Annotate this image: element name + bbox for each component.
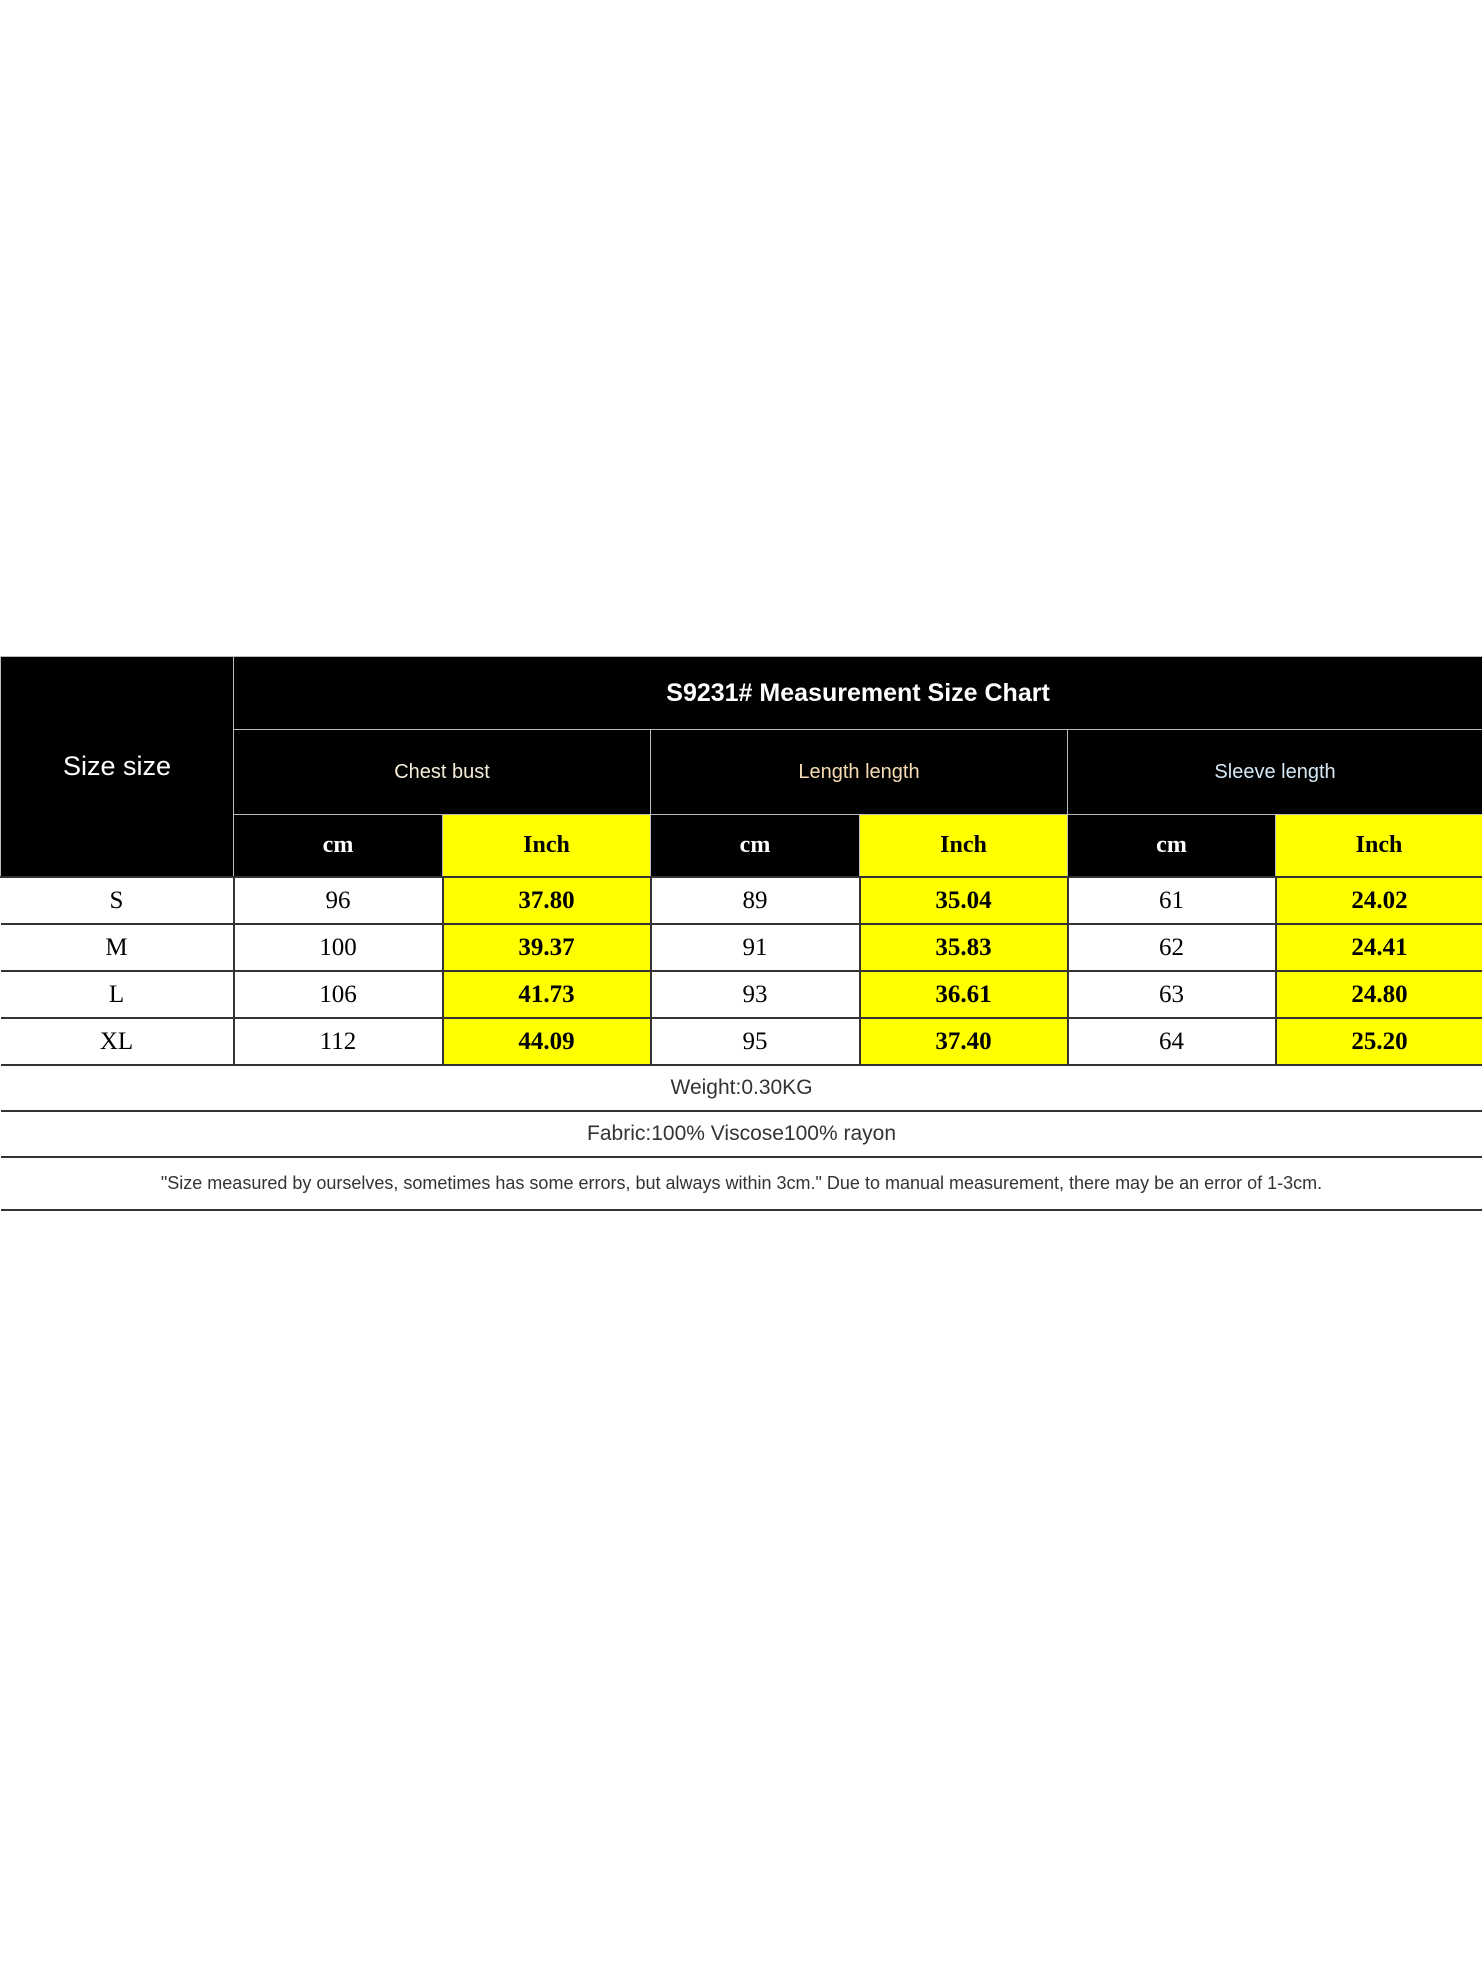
cm-value-cell: 106 — [232, 970, 444, 1019]
table-row: XL 112 44.09 95 37.40 64 25.20 — [0, 1017, 1482, 1066]
cm-value-cell: 96 — [232, 876, 444, 925]
size-cell: M — [0, 923, 235, 972]
inch-value-cell: 41.73 — [441, 970, 652, 1019]
group-chest-bust: Chest bust — [233, 729, 651, 815]
size-cell: L — [0, 970, 235, 1019]
unit-inch: Inch — [442, 814, 651, 878]
unit-cm: cm — [650, 814, 860, 878]
cm-value-cell: 89 — [649, 876, 861, 925]
inch-value-cell: 24.80 — [1274, 970, 1482, 1019]
inch-value-cell: 24.41 — [1274, 923, 1482, 972]
cm-value-cell: 95 — [649, 1017, 861, 1066]
group-length: Length length — [650, 729, 1068, 815]
chart-title: S9231# Measurement Size Chart — [232, 656, 1482, 730]
unit-inch: Inch — [859, 814, 1068, 878]
cm-value-cell: 112 — [232, 1017, 444, 1066]
inch-value-cell: 35.04 — [858, 876, 1069, 925]
inch-value-cell: 44.09 — [441, 1017, 652, 1066]
inch-value-cell: 36.61 — [858, 970, 1069, 1019]
inch-value-cell: 24.02 — [1274, 876, 1482, 925]
inch-value-cell: 39.37 — [441, 923, 652, 972]
table-row: S 96 37.80 89 35.04 61 24.02 — [0, 876, 1482, 925]
size-cell: S — [0, 876, 235, 925]
group-sleeve-length: Sleeve length — [1066, 729, 1482, 815]
cm-value-cell: 62 — [1066, 923, 1277, 972]
table-row: L 106 41.73 93 36.61 63 24.80 — [0, 970, 1482, 1019]
inch-value-cell: 25.20 — [1274, 1017, 1482, 1066]
size-cell: XL — [0, 1017, 235, 1066]
cm-value-cell: 61 — [1066, 876, 1277, 925]
weight-info: Weight:0.30KG — [0, 1064, 1482, 1112]
measurement-note: "Size measured by ourselves, sometimes h… — [0, 1156, 1482, 1211]
cm-value-cell: 93 — [649, 970, 861, 1019]
inch-value-cell: 37.40 — [858, 1017, 1069, 1066]
cm-value-cell: 64 — [1066, 1017, 1277, 1066]
cm-value-cell: 100 — [232, 923, 444, 972]
cm-value-cell: 91 — [649, 923, 861, 972]
inch-value-cell: 35.83 — [858, 923, 1069, 972]
fabric-info: Fabric:100% Viscose100% rayon — [0, 1110, 1482, 1158]
unit-cm: cm — [233, 814, 443, 878]
unit-cm: cm — [1067, 814, 1276, 878]
unit-inch: Inch — [1274, 814, 1482, 878]
inch-value-cell: 37.80 — [441, 876, 652, 925]
size-chart-table: Size size S9231# Measurement Size Chart … — [0, 656, 1482, 1211]
table-row: M 100 39.37 91 35.83 62 24.41 — [0, 923, 1482, 972]
size-column-header: Size size — [0, 656, 234, 878]
cm-value-cell: 63 — [1066, 970, 1277, 1019]
